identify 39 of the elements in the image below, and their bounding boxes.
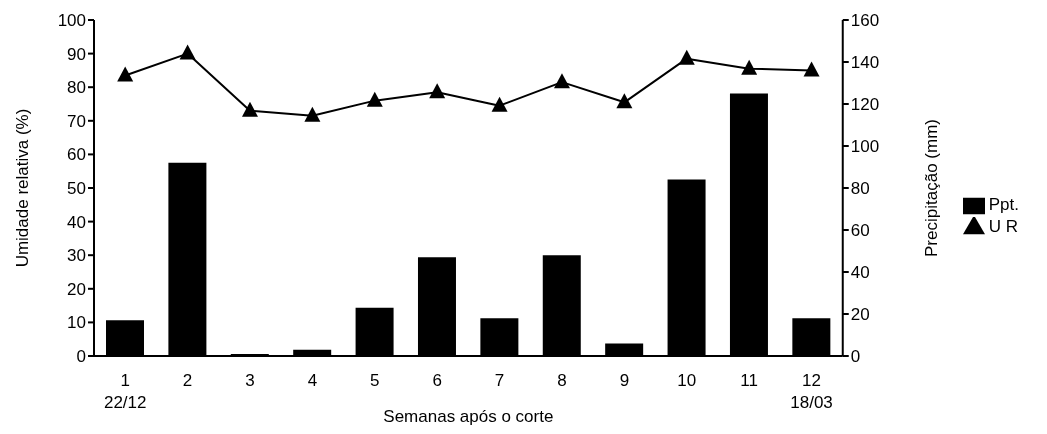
- text: 22/12: [103, 393, 147, 412]
- y2-axis-title: Precipitação (mm): [921, 119, 941, 257]
- x-tick-label: 12: [802, 371, 822, 390]
- x-tick-label: 3: [245, 371, 255, 390]
- x-tick-label: 11: [740, 371, 758, 390]
- y2-tick-label: 20: [850, 305, 870, 325]
- y-tick-label: 60: [67, 145, 86, 165]
- y-tick-label: 20: [67, 279, 86, 299]
- text: 18/03: [790, 393, 833, 412]
- y2-tick-label: 120: [850, 95, 880, 115]
- y-tick-label: 70: [67, 111, 86, 131]
- y-tick-label: 40: [67, 212, 86, 232]
- x-tick-label: 7: [494, 371, 505, 390]
- x-axis-title: Semanas após o corte: [383, 407, 554, 426]
- y2-tick-label: 40: [850, 263, 870, 283]
- y-tick-label: 90: [67, 44, 86, 64]
- y-tick-label: 10: [67, 313, 86, 333]
- x-tick-label: 8: [557, 371, 567, 390]
- y2-tick-label: 80: [850, 179, 870, 199]
- y-tick-label: 100: [57, 11, 86, 31]
- y2-tick-label: 160: [850, 11, 880, 31]
- y-tick-label: 50: [67, 179, 86, 199]
- y2-tick-label: 60: [850, 221, 870, 241]
- x-tick-label: 4: [307, 371, 318, 390]
- x-tick-label: 9: [619, 371, 630, 390]
- y2-tick-label: 0: [850, 347, 861, 367]
- y2-tick-label: 140: [850, 53, 880, 73]
- x-tick-label: 5: [370, 371, 380, 390]
- x-tick-label: 10: [677, 371, 697, 390]
- legend-label: Ppt.: [988, 195, 1019, 215]
- x-tick-label: 1: [120, 371, 130, 390]
- legend-label: U R: [988, 217, 1019, 237]
- y-axis-title: Umidade relativa (%): [13, 108, 33, 268]
- y-tick-label: 80: [67, 78, 86, 98]
- y-tick-label: 30: [67, 246, 86, 266]
- y2-tick-label: 100: [850, 137, 880, 157]
- x-tick-label: 6: [432, 371, 442, 390]
- y-tick-label: 0: [76, 347, 86, 367]
- x-tick-label: 2: [182, 371, 193, 390]
